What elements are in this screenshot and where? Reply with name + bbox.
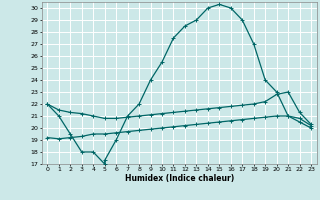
X-axis label: Humidex (Indice chaleur): Humidex (Indice chaleur) bbox=[124, 174, 234, 183]
